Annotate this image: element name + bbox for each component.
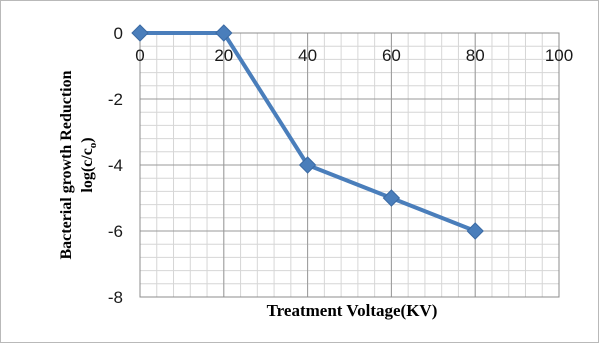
x-tick-label: 40 bbox=[298, 46, 317, 65]
major-gridlines bbox=[139, 32, 560, 298]
x-tick-labels: 0 20 40 60 80 100 bbox=[135, 46, 573, 65]
y-tick-label: -2 bbox=[108, 90, 123, 109]
y-axis-title-line2: log(c/co) bbox=[79, 137, 99, 192]
y-tick-label: -4 bbox=[108, 156, 123, 175]
x-tick-label: 80 bbox=[466, 46, 485, 65]
y-tick-label: 0 bbox=[114, 24, 123, 43]
y-axis-title-subscript: o bbox=[87, 142, 99, 148]
y-axis-title-log: log(c/c bbox=[79, 148, 96, 192]
x-axis-title: Treatment Voltage(KV) bbox=[267, 301, 438, 320]
data-point-marker bbox=[131, 24, 149, 42]
x-tick-label: 20 bbox=[214, 46, 233, 65]
x-tick-label: 0 bbox=[135, 46, 144, 65]
y-axis-title-line1: Bacterial growth Reduction bbox=[58, 70, 75, 259]
y-tick-labels: 0 -2 -4 -6 -8 bbox=[108, 24, 123, 307]
data-point-marker bbox=[215, 24, 233, 42]
plot-area-border bbox=[139, 32, 560, 298]
data-point-marker bbox=[382, 189, 401, 207]
x-tick-label: 60 bbox=[382, 46, 401, 65]
y-tick-label: -6 bbox=[108, 222, 123, 241]
y-tick-label: -8 bbox=[108, 288, 123, 307]
series-layer bbox=[131, 24, 484, 240]
data-point-marker bbox=[298, 156, 317, 174]
x-tick-label: 100 bbox=[545, 46, 573, 65]
data-point-marker bbox=[466, 222, 484, 240]
y-axis-title-close: ) bbox=[79, 137, 96, 142]
